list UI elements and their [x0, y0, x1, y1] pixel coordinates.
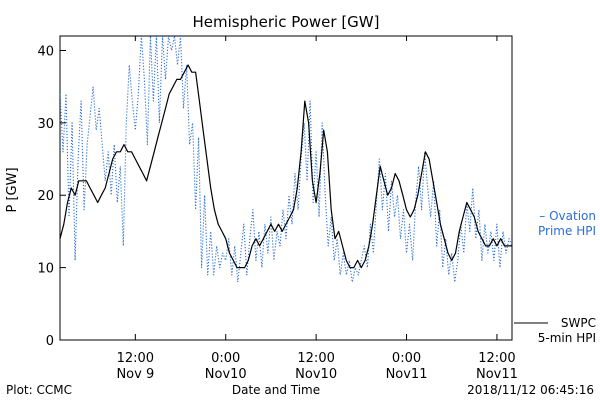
chart-title: Hemispheric Power [GW]	[193, 13, 380, 31]
x-tick-label-date: Nov 9	[116, 367, 154, 382]
y-tick-label: 40	[37, 44, 54, 59]
x-tick-label-time: 12:00	[117, 351, 154, 366]
y-axis-label: P [GW]	[5, 167, 20, 212]
series-line-ovation-prime-hpi	[60, 36, 512, 283]
x-tick-label-date: Nov11	[386, 367, 428, 382]
y-tick-label: 20	[37, 189, 54, 204]
x-tick-label-time: 0:00	[211, 351, 240, 366]
legend-ovation-line1: – Ovation	[539, 209, 596, 223]
y-tick-label: 0	[46, 334, 54, 349]
y-tick-label: 10	[37, 262, 54, 277]
plot-frame	[59, 35, 513, 341]
y-tick-label: 30	[37, 117, 54, 132]
legend-ovation-line2: Prime HPI	[538, 224, 596, 238]
x-axis-label: Date and Time	[232, 383, 320, 397]
x-tick-label-date: Nov10	[295, 367, 337, 382]
series-line-swpc-5-min-hpi	[60, 64, 512, 269]
x-tick-label-date: Nov10	[205, 367, 247, 382]
y-axis-ticks: 0 10 20 30 40	[37, 44, 66, 349]
legend-swpc-line2: 5-min HPI	[538, 331, 596, 345]
plot-area	[59, 35, 513, 341]
x-tick-label-date: Nov11	[476, 367, 518, 382]
y-axis-label-group: P [GW]	[5, 167, 20, 212]
x-tick-label-time: 0:00	[392, 351, 421, 366]
series-layer	[60, 36, 512, 283]
x-tick-label-time: 12:00	[478, 351, 515, 366]
plot-timestamp: 2018/11/12 06:45:16	[467, 383, 594, 397]
x-tick-label-time: 12:00	[297, 351, 334, 366]
plot-credit: Plot: CCMC	[6, 383, 72, 397]
legend-swpc-line1: SWPC	[561, 316, 596, 330]
